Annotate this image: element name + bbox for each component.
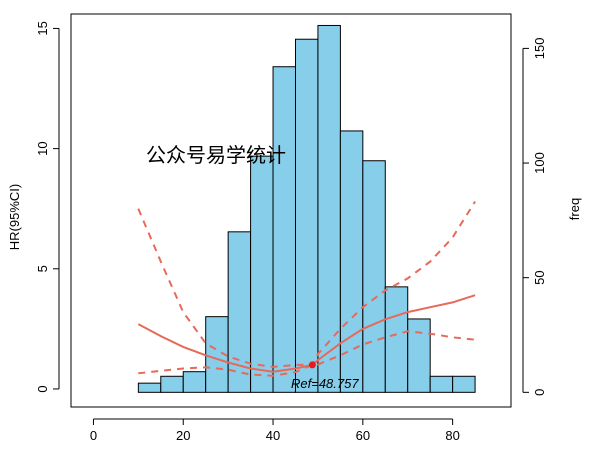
x-tick-label: 80 <box>445 428 459 443</box>
x-axis: 0 20 40 60 80 <box>90 418 460 443</box>
histogram-bar <box>137 382 162 393</box>
ref-point <box>308 361 316 369</box>
histogram-bar <box>182 371 207 393</box>
y-left-tick-label: 10 <box>35 141 50 155</box>
y-left-tick-label: 5 <box>35 265 50 272</box>
y-axis-left: 0 5 10 15 <box>35 21 60 393</box>
hr-curves <box>137 200 476 377</box>
histogram-bar <box>407 318 431 393</box>
y-left-tick-label: 15 <box>35 21 50 35</box>
y-right-tick-label: 150 <box>532 38 547 60</box>
y-right-tick-label: 100 <box>532 152 547 174</box>
histogram-bars <box>137 24 476 393</box>
y-right-tick-label: 0 <box>532 389 547 396</box>
y-left-tick-label: 0 <box>35 385 50 392</box>
y-axis-right: 0 50 100 150 <box>522 38 547 396</box>
histogram-bar <box>384 286 409 393</box>
histogram-bar <box>452 375 476 393</box>
histogram-bar <box>362 160 386 393</box>
ref-label: Ref=48.757 <box>291 376 359 391</box>
histogram-bar <box>294 38 319 393</box>
x-tick-label: 60 <box>356 428 370 443</box>
y-axis-left-label: HR(95%CI) <box>7 184 22 250</box>
footer-brand: 知乎 @小易学统计 <box>477 426 585 442</box>
x-tick-label: 0 <box>90 428 97 443</box>
x-tick-label: 20 <box>176 428 190 443</box>
plot-box <box>70 13 512 408</box>
histogram-bar <box>250 155 274 393</box>
overlay-text: 公众号易学统计 <box>146 143 286 167</box>
x-tick-label: 40 <box>266 428 280 443</box>
histogram-bar <box>272 66 296 393</box>
y-right-tick-label: 50 <box>532 270 547 284</box>
histogram-bar <box>317 24 341 393</box>
histogram-bar <box>160 375 184 393</box>
y-axis-right-label: freq <box>567 198 582 220</box>
histogram-bar <box>429 375 454 393</box>
